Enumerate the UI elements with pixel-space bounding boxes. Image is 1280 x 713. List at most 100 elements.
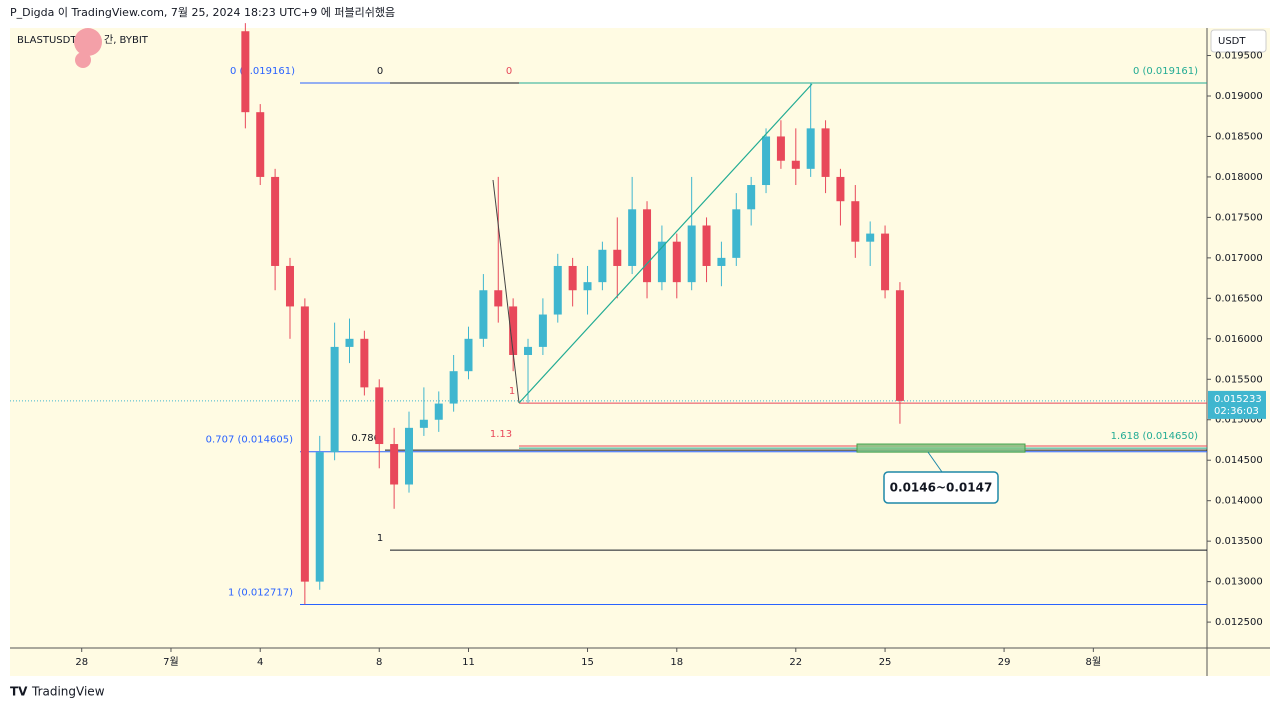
- plot-background: [10, 28, 1207, 648]
- candle-body: [449, 371, 458, 404]
- callout-box: [883, 471, 999, 504]
- y-tick-label: 0.019500: [1215, 51, 1263, 62]
- avatar: [74, 28, 102, 56]
- candle-body: [509, 306, 518, 355]
- candle-body: [657, 241, 666, 283]
- candle-body: [375, 387, 384, 445]
- y-tick-label: 0.016500: [1215, 293, 1263, 304]
- y-tick-label: 0.012500: [1215, 617, 1263, 628]
- currency-box[interactable]: [1210, 29, 1267, 53]
- candle-body: [300, 306, 309, 582]
- plot: 0 (0.019161) 0.707 (0.014605) 1 (0.012717)…: [10, 23, 1207, 606]
- fib-label: 0 (0.019161): [1133, 66, 1198, 77]
- trend-line: [518, 83, 813, 404]
- candle-body: [405, 427, 413, 485]
- x-tick-label: 18: [670, 657, 683, 668]
- y-tick-label: 0.018000: [1215, 172, 1263, 183]
- candle-body: [687, 225, 696, 283]
- fib-label: 0: [377, 66, 383, 77]
- currency[interactable]: USDT: [1218, 36, 1246, 47]
- candle-body: [866, 233, 875, 242]
- y-tick-label: 0.014000: [1215, 496, 1263, 507]
- fib-label: 1.618 (0.014650): [1111, 431, 1198, 442]
- candle-body: [390, 444, 399, 485]
- candle-body: [821, 128, 830, 177]
- candle-body: [285, 265, 294, 307]
- y-tick-label: 0.019000: [1215, 91, 1263, 102]
- price-box: [1208, 390, 1266, 419]
- candle-body: [776, 136, 785, 161]
- fib-label: 0.786: [351, 433, 380, 444]
- candle-body: [628, 209, 637, 266]
- x-tick-label: 15: [581, 657, 594, 668]
- candle-body: [836, 176, 845, 202]
- candle-body: [747, 185, 756, 210]
- symbol: BLASTUSDT: [17, 35, 77, 46]
- candle-body: [583, 282, 592, 291]
- candle-body: [241, 31, 250, 113]
- callout-pointer: [927, 451, 943, 473]
- y-tick-label: 0.018500: [1215, 131, 1263, 142]
- brand: TradingView: [31, 685, 105, 699]
- avatar: [75, 52, 91, 68]
- time-axis-background: [10, 648, 1270, 676]
- y-tick-label: 0.016000: [1215, 334, 1263, 345]
- callout-label: 0.0146~0.0147: [890, 481, 993, 495]
- candle-body: [613, 249, 622, 266]
- candle-body: [330, 346, 339, 453]
- fib-label: 0.707 (0.014605): [206, 435, 293, 446]
- symbol: 간, BYBIT: [104, 34, 149, 46]
- x-tick-label: 28: [75, 657, 88, 668]
- fib-label: 1: [377, 533, 383, 544]
- candle-body: [538, 314, 547, 347]
- fib-label: 1.13: [490, 429, 512, 440]
- candle-body: [568, 265, 577, 291]
- candle-body: [672, 241, 681, 283]
- candle-body: [732, 209, 741, 258]
- x-tick-label: 8: [376, 657, 382, 668]
- y-tick-label: 0.013500: [1215, 536, 1263, 547]
- zone: [856, 443, 1026, 453]
- candle-body: [851, 201, 860, 242]
- fib-label: 1: [509, 386, 515, 397]
- candle-body: [315, 452, 324, 582]
- fib-label: 0: [506, 66, 512, 77]
- y-tick-label: 0.014500: [1215, 455, 1263, 466]
- x-tick-label: 29: [998, 657, 1011, 668]
- candle-body: [643, 209, 652, 283]
- countdown: 02:36:03: [1214, 406, 1259, 417]
- candle-body: [419, 419, 428, 428]
- x-tick-label: 11: [462, 657, 475, 668]
- candle-body: [271, 176, 280, 266]
- candle-body: [881, 233, 890, 291]
- candle-body: [702, 225, 711, 266]
- candle-body: [479, 290, 488, 339]
- fib-label: 0 (0.019161): [230, 66, 295, 77]
- y-tick-label: 0.017000: [1215, 253, 1263, 264]
- candle-body: [360, 338, 369, 388]
- y-tick-label: 0.013000: [1215, 577, 1263, 588]
- y-tick-label: 0.017500: [1215, 212, 1263, 223]
- x-tick-label: 7월: [163, 656, 179, 668]
- publisher: P_Digda 이 TradingView.com, 7월 25, 2024 1…: [10, 6, 395, 19]
- y-tick-label: 0.015000: [1215, 415, 1263, 426]
- candle-body: [524, 346, 533, 355]
- candle-body: [895, 290, 904, 401]
- candle-body: [806, 128, 815, 169]
- candle-body: [598, 249, 607, 283]
- candle-body: [434, 403, 443, 420]
- trend-line: [492, 179, 520, 404]
- price-axis-background: [1207, 28, 1270, 648]
- candle-body: [494, 290, 503, 307]
- candle-body: [256, 112, 265, 177]
- candle-body: [717, 257, 726, 266]
- x-tick-label: 25: [879, 657, 892, 668]
- candle-body: [791, 160, 800, 169]
- y-tick-label: 0.015500: [1215, 374, 1263, 385]
- candle-body: [464, 338, 473, 372]
- candle-body: [762, 136, 771, 186]
- fib-label: 1 (0.012717): [228, 588, 293, 599]
- candle-body: [553, 265, 562, 315]
- x-tick-label: 8월: [1086, 656, 1102, 668]
